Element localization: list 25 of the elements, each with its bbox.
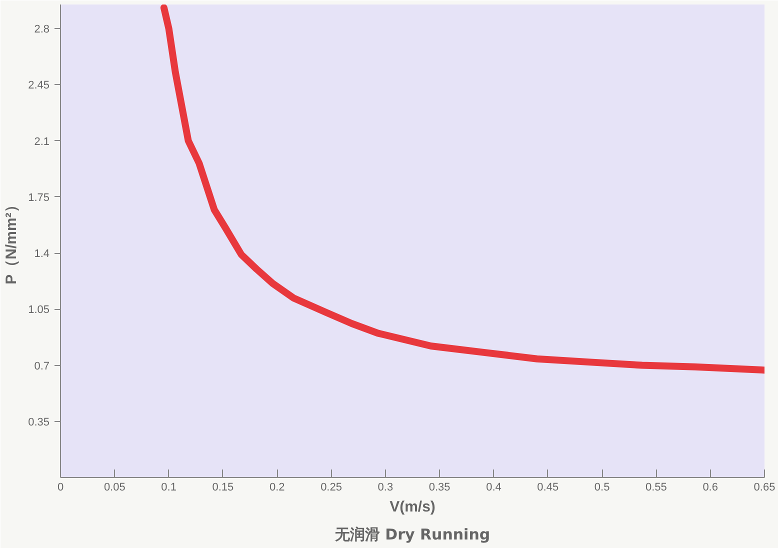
- text: 无润滑 Dry Running: [334, 526, 490, 544]
- x-tick-label: 0.4: [486, 482, 502, 494]
- y-tick-label: 0.35: [28, 416, 50, 428]
- x-tick-label: 0.65: [754, 482, 776, 494]
- x-axis-title: V(m/s): [390, 498, 436, 516]
- x-tick-label: 0: [57, 482, 64, 494]
- x-tick-label: 0.55: [645, 482, 667, 494]
- x-tick-label: 0.6: [702, 482, 718, 494]
- y-tick-label: 1.75: [28, 192, 50, 204]
- x-tick-label: 0.35: [428, 482, 450, 494]
- x-tick-label: 0.05: [104, 482, 126, 494]
- y-tick-label: 1.05: [28, 304, 50, 316]
- y-tick-label: 1.4: [34, 248, 50, 260]
- x-tick-label: 0.5: [594, 482, 610, 494]
- x-tick-label: 0.25: [320, 482, 342, 494]
- x-tick-label: 0.2: [269, 482, 285, 494]
- y-tick-label: 2.8: [34, 24, 50, 36]
- x-tick-label: 0.3: [378, 482, 394, 494]
- y-axis-title: P（N/mm²）: [3, 198, 20, 284]
- x-tick-label: 0.45: [537, 482, 559, 494]
- y-tick-label: 2.1: [34, 136, 50, 148]
- x-tick-label: 0.1: [161, 482, 176, 494]
- y-tick-label: 0.7: [34, 360, 50, 372]
- y-tick-label: 2.45: [28, 80, 50, 92]
- x-tick-label: 0.15: [212, 482, 234, 494]
